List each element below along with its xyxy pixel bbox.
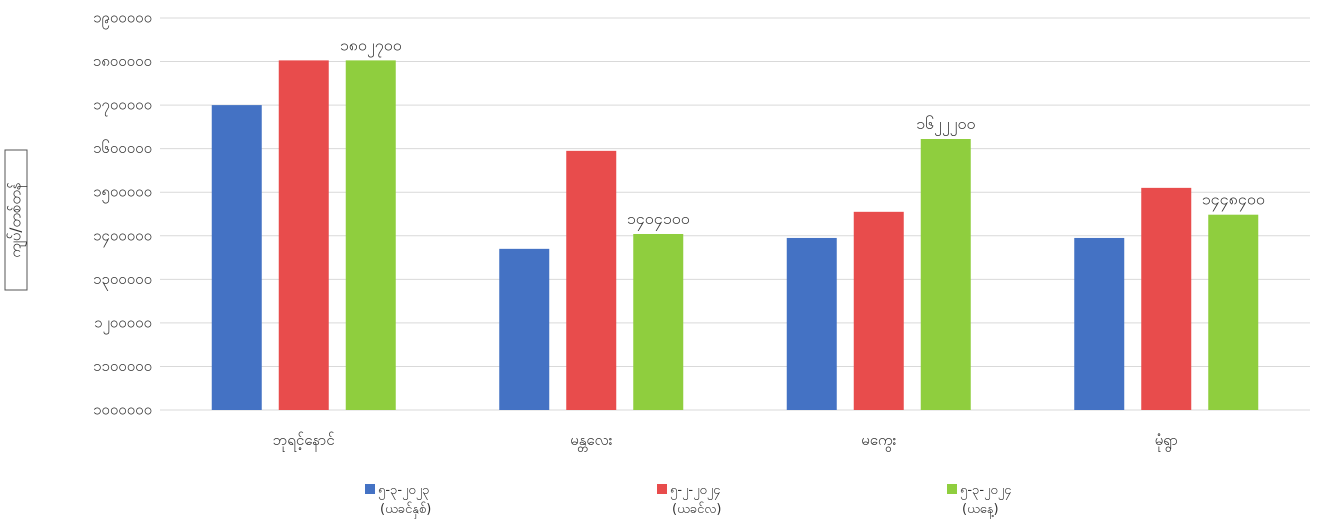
x-tick-label: ဘုရင့်နောင် — [273, 431, 335, 452]
y-tick-label: ၁၁၀၀၀၀၀ — [93, 357, 152, 375]
y-tick-label: ၁၆၀၀၀၀၀ — [93, 139, 152, 157]
bars — [211, 60, 1259, 411]
legend-label: ၅-၃-၂၀၂၃ — [378, 483, 429, 500]
legend-swatch — [365, 484, 375, 494]
bar — [1074, 237, 1125, 410]
data-label: ၁၈၀၂၇၀၀ — [340, 35, 402, 57]
legend-sublabel: (ယခင်လ) — [672, 501, 721, 517]
x-axis-ticks: ဘုရင့်နောင် မန္တလေး မကွေး မုံရွာ — [273, 431, 1178, 452]
bar — [786, 237, 837, 410]
y-tick-label: ၁၀၀၀၀၀၀ — [93, 401, 152, 419]
x-tick-label: မုံရွာ — [1155, 431, 1178, 452]
data-label: ၁၄၀၄၁၀၀ — [627, 209, 690, 231]
bar — [211, 105, 262, 410]
y-tick-label: ၁၂၀၀၀၀၀ — [94, 313, 152, 334]
legend-label: ၅-၂-၂၀၂၄ — [670, 483, 721, 500]
bar — [499, 248, 550, 410]
bar — [566, 150, 617, 410]
legend-sublabel: (ယနေ့) — [962, 502, 999, 519]
bar — [1141, 187, 1192, 410]
y-axis-ticks: ၁၀၀၀၀၀၀ ၁၁၀၀၀၀၀ ၁၂၀၀၀၀၀ ၁၃၀၀၀၀၀ ၁၄၀၀၀၀၀ ၁၅၀၀၀… — [93, 9, 152, 419]
legend-swatch — [947, 484, 957, 494]
data-label: ၁၄၄၈၄၀၀ — [1202, 190, 1265, 212]
y-tick-label: ၁၇၀၀၀၀၀ — [93, 96, 152, 117]
legend-sublabel: (ယခင်နှစ်) — [380, 501, 431, 519]
y-tick-label: ၁၅၀၀၀၀၀ — [93, 183, 152, 204]
y-tick-label: ၁၃၀၀၀၀၀ — [93, 270, 152, 291]
bar — [920, 138, 971, 411]
y-tick-label: ၁၄၀၀၀၀၀ — [93, 226, 152, 247]
bar — [278, 60, 329, 411]
bar — [1208, 214, 1259, 410]
data-label: ၁၆၂၂၂၀၀ — [916, 114, 976, 136]
x-tick-label: မကွေး — [861, 431, 896, 452]
bar — [633, 233, 684, 410]
legend-swatch — [657, 484, 667, 494]
y-axis-title-box: ကျပ်/တစ်တန် — [4, 149, 28, 291]
bar — [853, 211, 904, 410]
y-tick-label: ၁၉၀၀၀၀၀ — [93, 9, 152, 30]
y-axis-title: ကျပ်/တစ်တန် — [7, 182, 28, 258]
bar — [345, 60, 396, 411]
gridlines — [160, 17, 1310, 411]
legend: ၅-၃-၂၀၂၃(ယခင်နှစ်) ၅-၂-၂၀၂၄(ယခင်လ) ၅-၃-၂၀၂… — [365, 483, 1012, 519]
legend-label: ၅-၃-၂၀၂၄ — [960, 483, 1012, 500]
y-tick-label: ၁၈၀၀၀၀၀ — [93, 52, 152, 70]
x-tick-label: မန္တလေး — [570, 431, 613, 452]
